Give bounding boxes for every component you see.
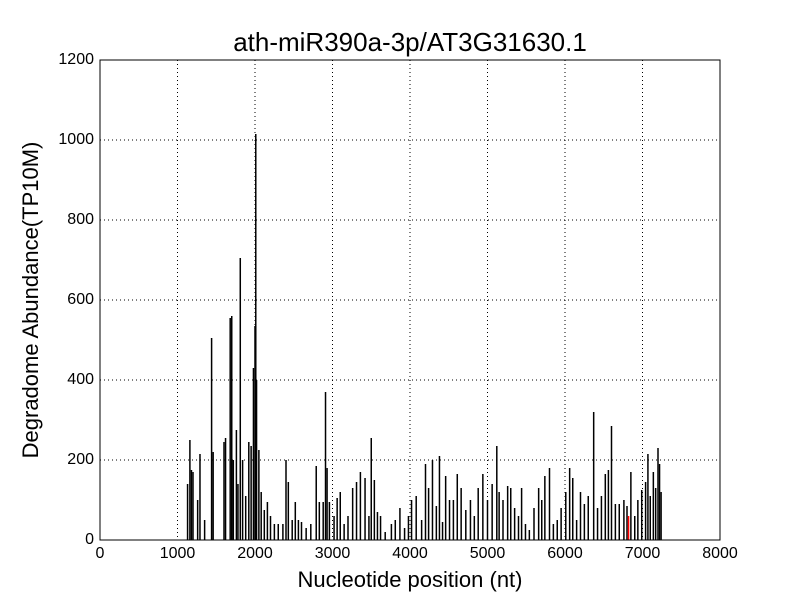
x-axis-label: Nucleotide position (nt) (297, 567, 522, 592)
y-tick-label: 200 (67, 451, 94, 468)
x-tick-label: 4000 (392, 545, 428, 562)
x-tick-label: 0 (96, 545, 105, 562)
y-tick-label: 800 (67, 211, 94, 228)
y-axis-label: Degradome Abundance(TP10M) (18, 142, 43, 459)
x-tick-label: 2000 (237, 545, 273, 562)
x-tick-label: 7000 (625, 545, 661, 562)
x-tick-label: 1000 (160, 545, 196, 562)
x-tick-label: 6000 (547, 545, 583, 562)
y-tick-label: 400 (67, 371, 94, 388)
x-tick-label: 5000 (470, 545, 506, 562)
x-tick-label: 8000 (702, 545, 738, 562)
y-tick-label: 1000 (58, 131, 94, 148)
y-tick-label: 0 (85, 531, 94, 548)
y-tick-label: 1200 (58, 51, 94, 68)
plot-frame (99, 59, 721, 541)
chart-title: ath-miR390a-3p/AT3G31630.1 (233, 27, 587, 57)
y-tick-label: 600 (67, 291, 94, 308)
x-tick-label: 3000 (315, 545, 351, 562)
